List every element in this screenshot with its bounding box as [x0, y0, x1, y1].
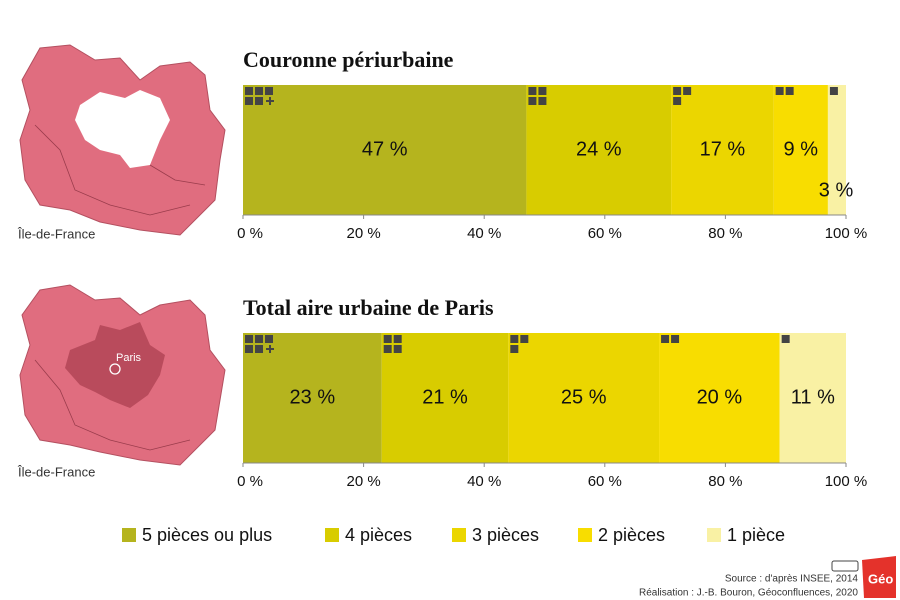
room-icon	[538, 97, 547, 105]
bar-segment	[827, 85, 846, 215]
legend-swatch	[325, 528, 339, 542]
room-icon	[265, 335, 273, 343]
room-icon	[520, 335, 529, 343]
bar-segment	[243, 85, 527, 215]
bar-segment	[779, 333, 846, 463]
room-icon	[255, 335, 263, 343]
room-icon	[245, 335, 253, 343]
legend-label: 4 pièces	[345, 525, 412, 545]
room-icon	[255, 97, 263, 105]
room-icon	[775, 87, 784, 95]
value-label: 11 %	[791, 386, 835, 408]
map-label: Île-de-France	[17, 464, 95, 479]
value-label: 17 %	[700, 138, 746, 160]
legend-label: 2 pièces	[598, 525, 665, 545]
x-tick-label: 40 %	[467, 225, 501, 242]
chart-title: Couronne périurbaine	[243, 47, 454, 72]
room-icon	[673, 97, 682, 105]
legend-label: 1 pièce	[727, 525, 785, 545]
value-label: 9 %	[784, 138, 819, 160]
room-icon	[265, 87, 273, 95]
room-icon	[671, 335, 680, 343]
x-tick-label: 40 %	[467, 473, 501, 490]
bar-segment	[508, 333, 660, 463]
legend-swatch	[122, 528, 136, 542]
room-icon	[528, 87, 537, 95]
value-label: 47 %	[362, 138, 408, 160]
room-icon	[393, 345, 402, 353]
bar-segment	[381, 333, 509, 463]
credits: Source : d'après INSEE, 2014 Réalisation…	[639, 556, 896, 599]
value-label: 3 %	[819, 179, 854, 201]
room-icon	[673, 87, 682, 95]
x-tick-label: 20 %	[346, 473, 380, 490]
room-icon	[245, 87, 253, 95]
x-tick-label: 0 %	[237, 473, 263, 490]
room-icon	[255, 345, 263, 353]
value-label: 24 %	[576, 138, 622, 160]
legend-label: 3 pièces	[472, 525, 539, 545]
x-tick-label: 80 %	[708, 473, 742, 490]
value-label: 20 %	[697, 386, 743, 408]
x-tick-label: 100 %	[825, 225, 868, 242]
x-tick-label: 60 %	[588, 225, 622, 242]
legend-swatch	[452, 528, 466, 542]
map-periurban: Île-de-France	[17, 44, 226, 241]
value-label: 21 %	[422, 386, 468, 408]
room-icon	[683, 87, 692, 95]
room-icon	[829, 87, 838, 95]
bar-segment	[526, 85, 672, 215]
bar-segment	[773, 85, 828, 215]
x-tick-label: 100 %	[825, 473, 868, 490]
value-label: 23 %	[290, 386, 336, 408]
legend-swatch	[707, 528, 721, 542]
source: Source : d'après INSEE, 2014	[725, 574, 859, 585]
x-tick-label: 80 %	[708, 225, 742, 242]
room-icon	[661, 335, 670, 343]
credit: Réalisation : J.-B. Bouron, Géoconfluenc…	[639, 588, 858, 599]
room-icon	[781, 335, 790, 343]
x-tick-label: 20 %	[346, 225, 380, 242]
x-tick-label: 60 %	[588, 473, 622, 490]
bar-segment	[659, 333, 780, 463]
room-icon	[538, 87, 547, 95]
room-icon	[383, 345, 392, 353]
room-icon	[255, 87, 263, 95]
value-label: 25 %	[561, 386, 607, 408]
bar-segment	[671, 85, 774, 215]
room-icon	[245, 97, 253, 105]
room-icon	[528, 97, 537, 105]
room-icon	[510, 345, 519, 353]
room-icon	[383, 335, 392, 343]
bar-segment	[243, 333, 382, 463]
x-tick-label: 0 %	[237, 225, 263, 242]
city-label: Paris	[116, 352, 142, 364]
map-label: Île-de-France	[17, 226, 95, 241]
room-icon	[785, 87, 794, 95]
room-icon	[245, 345, 253, 353]
legend-swatch	[578, 528, 592, 542]
map-urban-area: Paris Île-de-France	[17, 284, 226, 479]
room-icon	[510, 335, 519, 343]
logo: Géo	[868, 571, 893, 586]
chart-title: Total aire urbaine de Paris	[243, 295, 494, 320]
legend-label: 5 pièces ou plus	[142, 525, 272, 545]
room-icon	[393, 335, 402, 343]
